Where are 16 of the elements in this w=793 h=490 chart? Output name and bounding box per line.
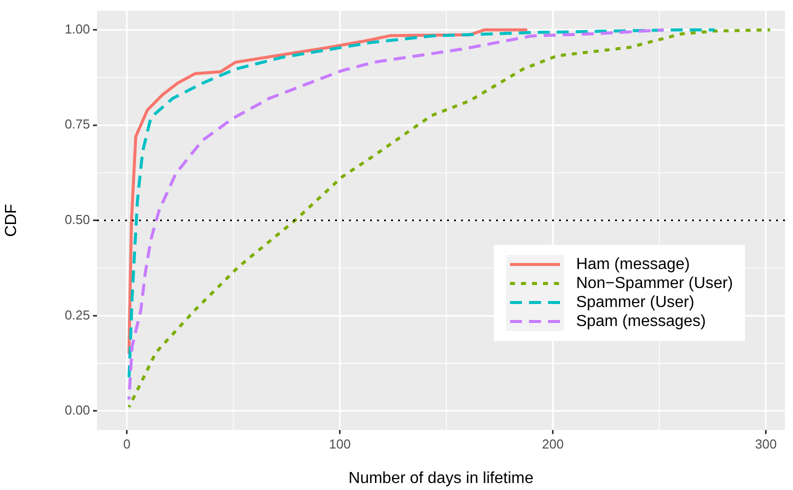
x-tick-label: 100: [328, 436, 351, 452]
legend-label: Ham (message): [576, 256, 690, 274]
x-tick-label: 300: [754, 436, 777, 452]
y-tick-label: 0.50: [64, 212, 90, 227]
y-tick-label: 0.00: [64, 402, 90, 418]
legend-label: Spammer (User): [576, 294, 694, 312]
legend-label: Spam (messages): [576, 312, 706, 330]
line-series: [127, 28, 772, 409]
y-tick-label: 1.00: [64, 21, 90, 36]
y-tick-label: 0.75: [64, 116, 90, 132]
x-tick-label: 0: [123, 436, 130, 452]
y-axis-title: CDF: [3, 204, 20, 237]
x-axis-title: Number of days in lifetime: [348, 470, 534, 487]
legend-label: Non−Spammer (User): [576, 274, 733, 292]
y-tick-label: 0.25: [64, 307, 90, 322]
x-tick-label: 200: [542, 436, 564, 452]
